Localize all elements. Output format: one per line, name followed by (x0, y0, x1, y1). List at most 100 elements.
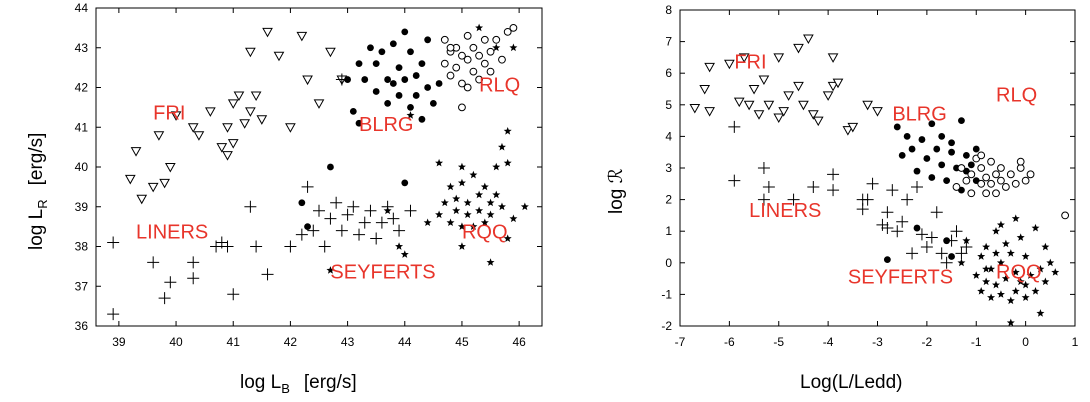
right-point-triangle-open (793, 43, 804, 54)
right-point-circle-open (1021, 176, 1030, 185)
right-point-triangle-open (773, 53, 785, 63)
left-point-plus (295, 228, 308, 241)
right-point-plus (757, 162, 770, 174)
left-y-tick-label: 36 (75, 319, 89, 333)
right-point-star-filled (972, 271, 981, 279)
right-point-triangle-open (704, 107, 715, 117)
right-point-star-filled (1021, 252, 1030, 260)
right-point-circle-open (982, 173, 991, 182)
right-point-star-filled (987, 293, 996, 301)
left-point-triangle-open (130, 147, 142, 157)
left-point-circle-filled (384, 76, 392, 83)
right-point-star-filled (1021, 280, 1030, 289)
left-point-star-filled (486, 258, 495, 266)
left-point-circle-open (458, 103, 466, 112)
left-point-star-filled (400, 250, 409, 258)
left-point-circle-open (503, 27, 512, 36)
left-point-plus (393, 224, 406, 237)
left-point-plus (250, 240, 263, 253)
left-x-axis-label: log LB [erg/s] (240, 372, 357, 396)
left-marks (107, 23, 529, 321)
right-point-plus (955, 247, 968, 260)
left-point-circle-filled (407, 48, 414, 56)
left-x-tick-label: 45 (455, 335, 469, 349)
left-point-triangle-open (262, 27, 273, 38)
left-point-circle-filled (372, 60, 380, 68)
left-point-plus (324, 212, 337, 225)
left-point-circle-filled (435, 80, 443, 87)
left-point-triangle-open (239, 119, 251, 129)
left-point-plus (341, 208, 354, 221)
right-point-triangle-open (847, 122, 859, 133)
right-point-star-filled (1041, 277, 1050, 286)
right-point-star-filled (1001, 239, 1010, 248)
right-class-label: BLRG (892, 104, 946, 126)
left-point-plus (261, 268, 274, 281)
right-y-tick-label: -2 (661, 319, 672, 333)
right-x-axis-label: Log(L/Ledd) (800, 372, 902, 393)
left-point-star-filled (457, 178, 466, 187)
left-point-triangle-open (170, 111, 182, 121)
right-point-triangle-open (724, 59, 735, 70)
left-point-star-filled (492, 43, 501, 52)
right-x-tick-label: -4 (823, 335, 834, 349)
right-point-plus (787, 193, 800, 206)
left-point-plus (370, 232, 383, 245)
right-point-plus (960, 241, 973, 253)
right-point-circle-open (1011, 179, 1020, 188)
right-x-tick-label: -6 (724, 335, 735, 349)
left-point-circle-open (486, 67, 495, 76)
right-y-tick-label: -1 (661, 287, 672, 301)
left-point-triangle-open (313, 99, 325, 109)
left-point-plus (301, 180, 314, 193)
left-point-triangle-open (296, 31, 308, 42)
right-point-plus (807, 180, 820, 193)
left-point-triangle-open (285, 123, 296, 133)
left-class-label: RQQ (462, 222, 508, 244)
right-point-star-filled (1031, 287, 1040, 295)
left-point-circle-filled (355, 119, 363, 127)
right-y-tick-label: 2 (665, 193, 672, 207)
right-point-circle-open (992, 189, 1000, 198)
right-point-circle-filled (913, 224, 921, 232)
left-point-circle-open (458, 51, 466, 60)
right-point-plus (881, 222, 894, 235)
right-y-tick-label: 6 (665, 66, 672, 80)
right-point-star-filled (977, 287, 986, 295)
left-point-plus (387, 212, 400, 225)
right-point-star-filled (1011, 287, 1020, 295)
right-point-plus (856, 193, 869, 206)
right-point-star-filled (1036, 264, 1045, 273)
left-point-circle-filled (389, 40, 397, 48)
left-point-star-filled (446, 182, 455, 191)
left-point-star-filled (475, 190, 484, 199)
right-point-circle-open (962, 176, 971, 185)
left-y-axis-label-sub: R (35, 199, 50, 208)
right-point-triangle-open (758, 75, 770, 86)
left-point-star-filled (475, 206, 484, 215)
right-point-triangle-open (807, 110, 819, 120)
left-point-circle-filled (418, 60, 426, 68)
right-point-star-filled (1021, 293, 1030, 301)
left-point-circle-filled (327, 163, 334, 171)
right-point-plus (827, 184, 840, 197)
right-point-star-filled (1046, 258, 1055, 267)
left-point-circle-filled (378, 48, 386, 56)
right-point-triangle-open (743, 100, 755, 111)
left-point-circle-open (492, 35, 501, 44)
left-point-plus (318, 240, 331, 253)
right-x-tick-label: -1 (971, 335, 982, 349)
left-point-star-filled (509, 214, 518, 223)
left-point-star-filled (395, 242, 404, 250)
left-point-circle-filled (424, 84, 432, 91)
right-point-plus (757, 193, 770, 206)
left-y-tick-label: 43 (75, 41, 89, 55)
right-point-circle-open (987, 157, 995, 166)
right-point-star-filled (992, 227, 1000, 235)
right-point-circle-open (987, 179, 995, 188)
right-point-circle-open (1026, 170, 1035, 179)
right-point-plus (930, 206, 943, 219)
right-point-triangle-open (773, 113, 785, 123)
right-point-plus (886, 184, 899, 197)
